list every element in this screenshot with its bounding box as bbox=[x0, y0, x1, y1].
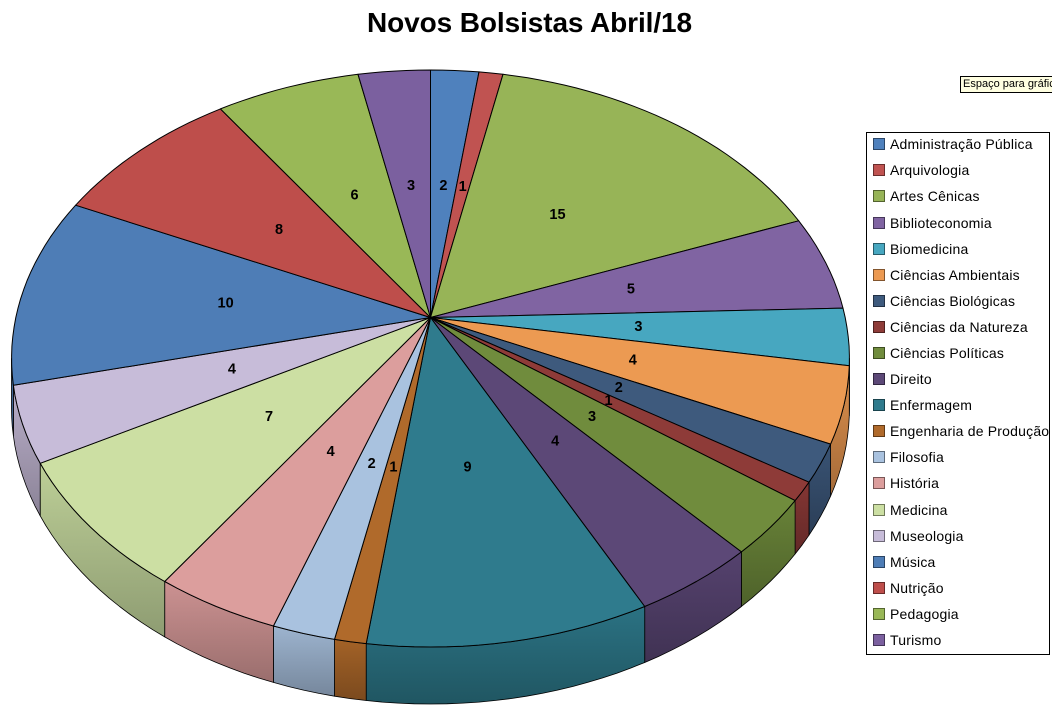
svg-text:1: 1 bbox=[389, 459, 397, 475]
svg-text:3: 3 bbox=[407, 178, 415, 194]
svg-text:6: 6 bbox=[350, 187, 358, 203]
svg-text:4: 4 bbox=[551, 433, 559, 449]
svg-text:9: 9 bbox=[464, 459, 472, 475]
svg-text:8: 8 bbox=[275, 222, 283, 238]
svg-text:5: 5 bbox=[627, 282, 635, 298]
svg-text:7: 7 bbox=[265, 409, 273, 425]
svg-text:2: 2 bbox=[615, 380, 623, 396]
svg-text:1: 1 bbox=[459, 179, 467, 195]
svg-text:3: 3 bbox=[634, 319, 642, 335]
svg-text:4: 4 bbox=[629, 352, 637, 368]
svg-text:2: 2 bbox=[439, 178, 447, 194]
svg-text:10: 10 bbox=[218, 296, 234, 312]
svg-text:4: 4 bbox=[327, 444, 335, 460]
svg-text:4: 4 bbox=[228, 362, 236, 378]
svg-text:3: 3 bbox=[588, 409, 596, 425]
svg-text:1: 1 bbox=[605, 393, 613, 409]
svg-text:2: 2 bbox=[368, 456, 376, 472]
svg-text:15: 15 bbox=[549, 207, 565, 223]
